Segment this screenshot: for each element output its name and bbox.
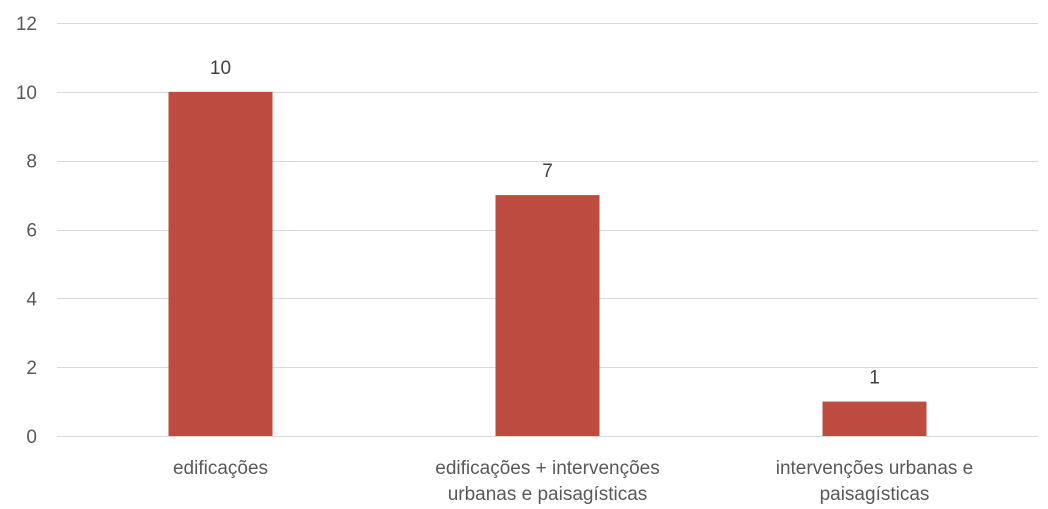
y-tick-label: 2: [26, 358, 37, 379]
x-tick-label: intervenções urbanas e: [776, 458, 974, 479]
x-tick-label: edificações + intervenções: [435, 458, 659, 479]
data-label: 1: [869, 368, 880, 389]
y-tick-label: 12: [16, 14, 37, 35]
y-tick-label: 8: [26, 152, 37, 173]
y-tick-label: 6: [26, 221, 37, 242]
data-labels: 10 7 1: [210, 58, 880, 389]
x-axis: edificações edificações + intervenções urb…: [57, 436, 1038, 505]
bar: [822, 401, 927, 436]
x-tick-label: urbanas e paisagísticas: [448, 484, 648, 505]
bar: [495, 195, 600, 436]
y-tick-label: 10: [16, 83, 37, 104]
y-tick-label: 0: [26, 427, 37, 448]
data-label: 7: [542, 161, 553, 182]
bar: [168, 91, 273, 436]
x-tick-label: paisagísticas: [820, 484, 930, 505]
y-tick-label: 4: [26, 289, 37, 310]
bars: [168, 91, 927, 436]
data-label: 10: [210, 58, 231, 79]
y-axis: 0 2 4 6 8 10 12: [16, 14, 38, 448]
x-tick-label: edificações: [173, 458, 268, 479]
